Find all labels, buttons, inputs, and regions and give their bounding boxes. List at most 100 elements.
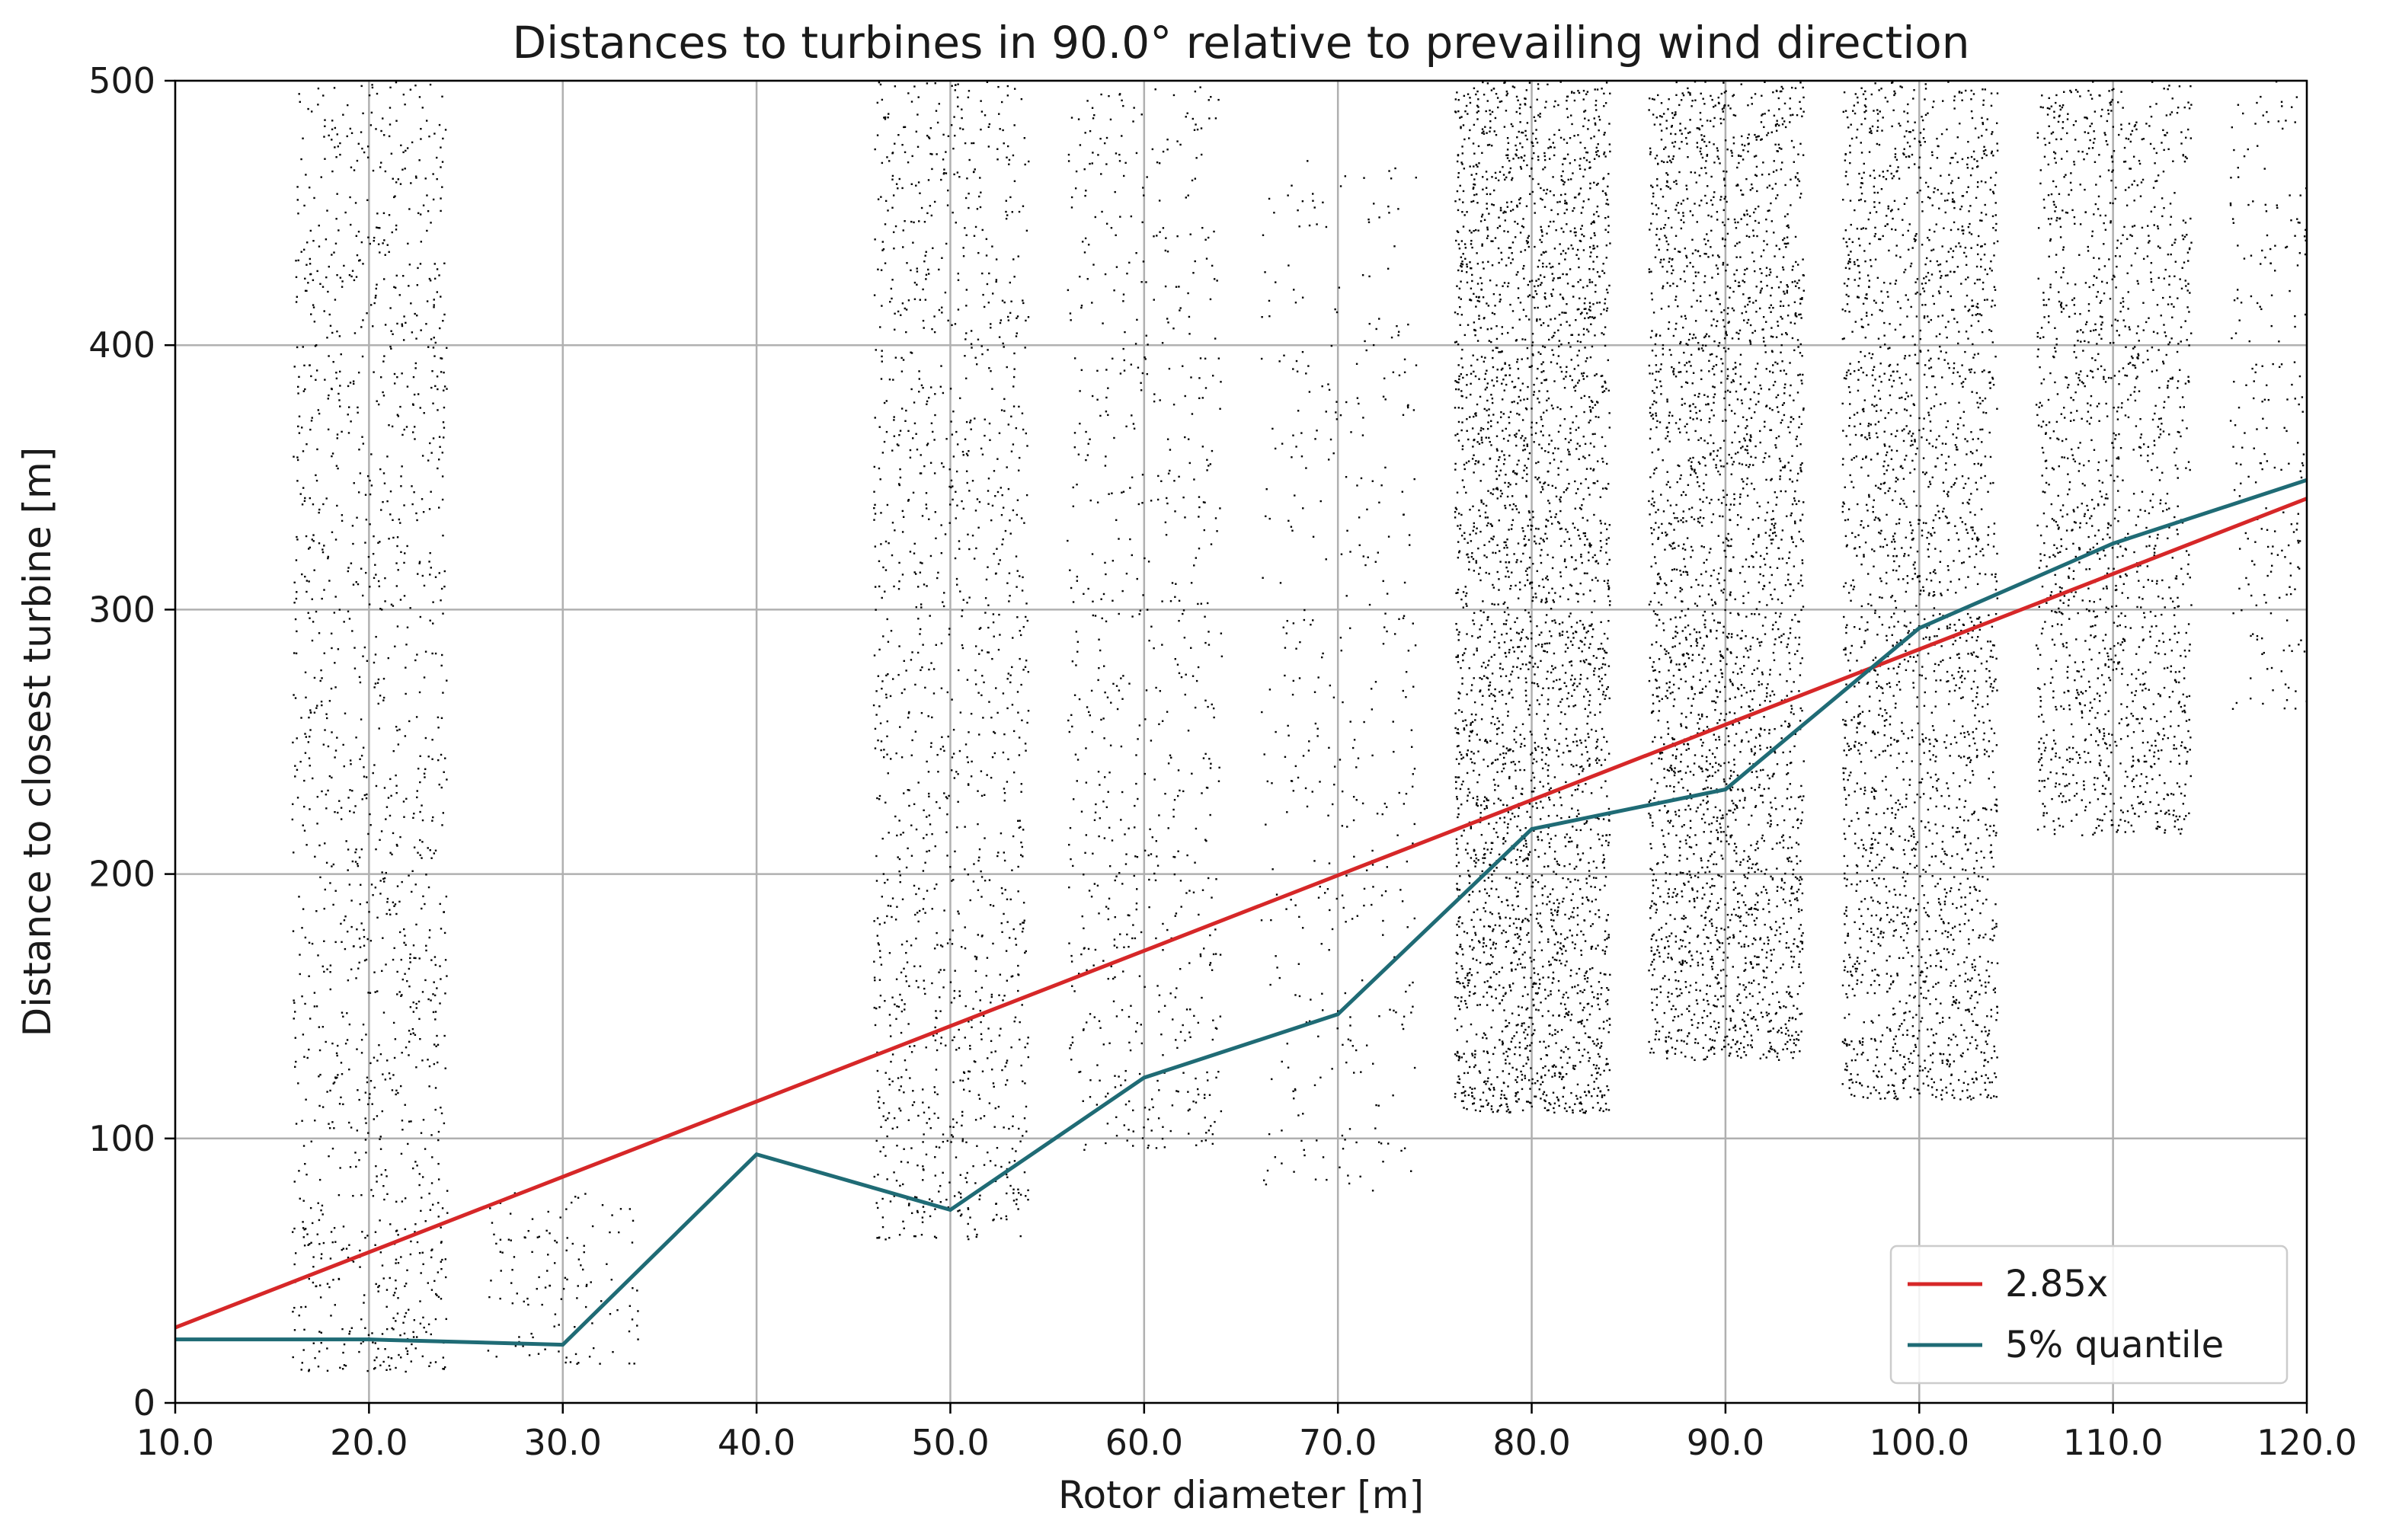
scatter-point [1486, 410, 1487, 411]
scatter-point [931, 833, 932, 835]
scatter-point [325, 807, 327, 809]
scatter-point [1112, 978, 1114, 979]
scatter-point [369, 494, 371, 495]
scatter-point [1195, 91, 1196, 92]
scatter-point [942, 946, 943, 947]
scatter-point [441, 186, 443, 187]
scatter-point [1076, 651, 1078, 653]
scatter-point [407, 385, 408, 387]
scatter-point [293, 1228, 295, 1229]
scatter-point [937, 572, 939, 574]
scatter-point [407, 147, 408, 149]
scatter-point [981, 675, 983, 676]
scatter-point [1008, 488, 1009, 490]
scatter-point [422, 820, 424, 821]
scatter-point [361, 241, 363, 243]
scatter-point [1540, 229, 1542, 231]
scatter-point [303, 780, 305, 781]
scatter-point [1118, 154, 1120, 155]
scatter-point [882, 241, 884, 242]
scatter-point [325, 794, 327, 795]
scatter-point [1201, 154, 1202, 155]
scatter-point [309, 757, 310, 759]
scatter-point [921, 712, 923, 714]
scatter-point [953, 116, 955, 117]
scatter-point [902, 302, 904, 304]
scatter-point [396, 376, 398, 378]
scatter-point [1548, 592, 1550, 593]
scatter-point [1564, 418, 1566, 420]
scatter-point [1490, 327, 1492, 329]
scatter-point [1381, 894, 1383, 896]
scatter-point [956, 826, 958, 828]
scatter-point [1504, 389, 1505, 391]
scatter-point [903, 229, 904, 231]
scatter-point [1553, 332, 1555, 334]
scatter-point [1192, 676, 1194, 677]
scatter-point [1166, 149, 1168, 150]
scatter-point [414, 438, 415, 439]
scatter-point [1144, 986, 1145, 988]
scatter-point [1006, 214, 1008, 216]
scatter-point [1025, 602, 1027, 604]
scatter-point [296, 1123, 297, 1124]
scatter-point [433, 299, 435, 300]
scatter-point [996, 855, 998, 857]
scatter-point [1459, 199, 1460, 200]
scatter-point [1566, 738, 1567, 740]
scatter-point [1366, 509, 1367, 510]
scatter-point [900, 881, 901, 883]
scatter-point [1018, 1192, 1019, 1193]
scatter-point [439, 124, 440, 126]
scatter-point [1594, 600, 1595, 602]
scatter-point [293, 455, 294, 457]
scatter-point [429, 937, 430, 938]
scatter-point [1012, 1189, 1014, 1190]
scatter-point [433, 337, 435, 338]
scatter-point [1128, 946, 1129, 947]
scatter-point [1184, 516, 1185, 518]
scatter-point [1529, 655, 1531, 657]
scatter-point [396, 993, 398, 995]
scatter-point [381, 609, 382, 610]
scatter-point [1375, 681, 1377, 682]
scatter-point [1551, 404, 1553, 406]
scatter-point [1015, 1150, 1016, 1152]
scatter-point [404, 973, 405, 975]
scatter-point [392, 519, 393, 521]
scatter-point [1147, 1147, 1149, 1149]
scatter-point [433, 133, 435, 134]
scatter-point [358, 1351, 360, 1353]
scatter-point [1356, 363, 1358, 365]
scatter-point [403, 562, 405, 564]
scatter-point [421, 908, 422, 909]
scatter-point [1532, 1023, 1534, 1024]
scatter-point [441, 824, 443, 826]
scatter-point [397, 1297, 398, 1299]
scatter-point [918, 96, 920, 97]
scatter-point [1096, 1104, 1098, 1105]
scatter-point [1566, 1062, 1568, 1064]
scatter-point [1456, 854, 1457, 855]
scatter-point [1026, 230, 1028, 232]
scatter-point [399, 1334, 401, 1336]
scatter-point [1119, 160, 1121, 161]
scatter-point [1505, 623, 1507, 625]
scatter-point [1604, 953, 1606, 954]
scatter-point [1576, 1097, 1578, 1099]
scatter-point [1153, 235, 1154, 237]
scatter-point [913, 1235, 915, 1237]
scatter-point [1092, 107, 1093, 109]
scatter-point [442, 161, 443, 162]
scatter-point [444, 757, 446, 759]
scatter-point [922, 644, 923, 645]
scatter-point [881, 360, 883, 362]
scatter-point [408, 1030, 410, 1031]
scatter-point [900, 357, 902, 359]
scatter-point [1609, 242, 1611, 244]
scatter-point [322, 503, 324, 505]
scatter-point [434, 385, 436, 387]
scatter-point [892, 678, 894, 679]
scatter-point [926, 274, 927, 276]
scatter-point [1458, 172, 1460, 174]
